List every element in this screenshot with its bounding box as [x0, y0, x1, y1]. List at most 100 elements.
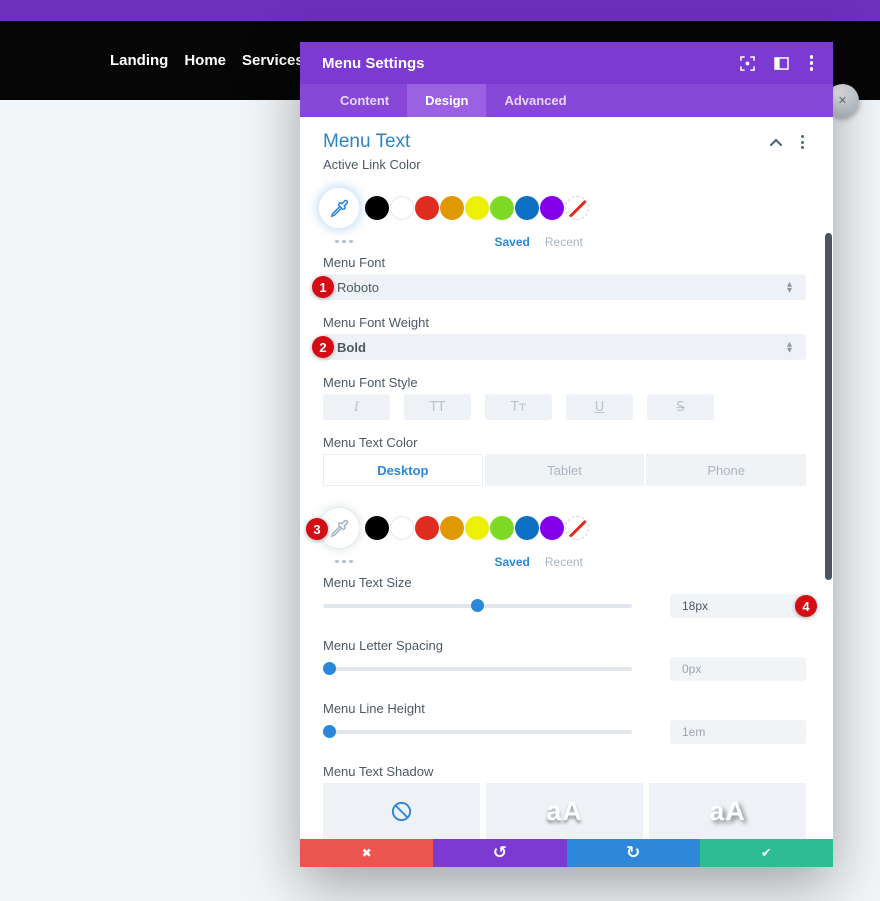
color-swatch[interactable] — [515, 516, 539, 540]
slider-handle[interactable] — [322, 662, 336, 675]
menu-font-weight-select[interactable]: 2 Bold ▲ ▼ — [312, 334, 806, 360]
modal-scrollbar[interactable] — [825, 233, 832, 580]
section-options-kebab-icon[interactable] — [799, 133, 806, 151]
shadow-soft-option[interactable]: aA — [486, 783, 643, 839]
menu-settings-modal: Menu Settings Content Design Advanced Me… — [300, 42, 833, 867]
slider-handle[interactable] — [322, 725, 336, 738]
slider-handle[interactable] — [471, 599, 484, 612]
menu-line-height-control: 1em — [322, 720, 806, 744]
menu-font-value: Roboto — [337, 279, 379, 295]
saved-colors-tab[interactable]: Saved — [494, 234, 530, 249]
no-color-swatch[interactable] — [565, 516, 589, 540]
undo-icon: ↺ — [492, 843, 507, 863]
menu-font-weight-label: Menu Font Weight — [323, 315, 429, 330]
color-meta-row: Saved Recent — [323, 553, 806, 570]
color-swatch[interactable] — [440, 516, 464, 540]
tab-design[interactable]: Design — [407, 84, 487, 117]
color-swatch[interactable] — [440, 196, 464, 220]
device-tab-desktop[interactable]: Desktop — [323, 454, 483, 486]
color-swatch[interactable] — [415, 196, 439, 220]
shadow-none-option[interactable] — [323, 783, 480, 839]
collapse-chevron-up-icon[interactable] — [769, 137, 783, 147]
color-swatch[interactable] — [365, 516, 389, 540]
color-swatch[interactable] — [365, 196, 389, 220]
more-options-dots-icon[interactable] — [335, 239, 353, 244]
step-badge-3: 3 — [306, 518, 328, 540]
menu-text-size-slider[interactable] — [323, 599, 632, 612]
menu-letter-spacing-slider[interactable] — [322, 662, 632, 675]
device-tab-phone[interactable]: Phone — [646, 454, 807, 486]
color-swatch[interactable] — [415, 516, 439, 540]
modal-body: Menu Text Active Link Color Saved — [300, 117, 833, 839]
menu-font-select[interactable]: 1 Roboto ▲ ▼ — [312, 274, 806, 300]
color-swatch[interactable] — [390, 516, 414, 540]
saved-colors-tab[interactable]: Saved — [494, 554, 530, 569]
select-arrows-icon: ▲ ▼ — [787, 280, 792, 294]
color-swatch[interactable] — [465, 516, 489, 540]
color-swatch[interactable] — [540, 516, 564, 540]
tab-advanced[interactable]: Advanced — [504, 93, 567, 108]
font-style-button-row: I TT Tᴛ U S — [323, 394, 806, 420]
device-tab-tablet[interactable]: Tablet — [484, 454, 645, 486]
recent-colors-tab[interactable]: Recent — [544, 234, 583, 249]
menu-font-label: Menu Font — [323, 255, 386, 270]
nav-link-services[interactable]: Services — [242, 52, 304, 69]
more-options-dots-icon[interactable] — [335, 559, 353, 564]
save-button[interactable]: ✔ — [699, 839, 833, 867]
menu-text-size-label: Menu Text Size — [323, 575, 412, 590]
italic-button[interactable]: I — [323, 394, 390, 420]
check-icon: ✔ — [760, 845, 772, 861]
menu-letter-spacing-input[interactable]: 0px — [670, 657, 806, 681]
no-color-swatch[interactable] — [565, 196, 589, 220]
split-view-icon[interactable] — [774, 55, 790, 71]
color-swatch[interactable] — [515, 196, 539, 220]
step-badge-1: 1 — [312, 276, 334, 298]
menu-text-color-row: 3 — [306, 506, 806, 550]
builder-top-bar — [0, 0, 880, 21]
color-swatch[interactable] — [540, 196, 564, 220]
snap-to-module-icon[interactable] — [740, 55, 756, 71]
nav-link-home[interactable]: Home — [184, 52, 227, 69]
nav-link-landing[interactable]: Landing — [110, 52, 169, 69]
color-swatch-row — [365, 196, 590, 220]
color-swatch[interactable] — [465, 196, 489, 220]
capitalize-button[interactable]: Tᴛ — [485, 394, 552, 420]
section-title: Menu Text — [323, 131, 411, 152]
eyedropper-icon[interactable] — [318, 187, 360, 229]
modal-menu-kebab-icon[interactable] — [808, 53, 816, 73]
color-swatch[interactable] — [490, 196, 514, 220]
device-tab-bar: Desktop Tablet Phone — [323, 454, 807, 486]
cancel-button[interactable]: ✖ — [300, 839, 434, 867]
eyedropper-icon[interactable]: 3 — [306, 507, 360, 549]
shadow-drop-option[interactable]: aA — [649, 783, 806, 839]
recent-colors-tab[interactable]: Recent — [544, 554, 583, 569]
menu-line-height-slider[interactable] — [322, 725, 632, 738]
menu-line-height-input[interactable]: 1em — [670, 720, 806, 744]
color-swatch[interactable] — [390, 196, 414, 220]
menu-text-size-input[interactable]: 18px 4 — [670, 594, 817, 618]
active-link-color-label: Active Link Color — [323, 157, 421, 172]
step-badge-2: 2 — [312, 336, 334, 358]
uppercase-button[interactable]: TT — [404, 394, 471, 420]
menu-letter-spacing-control: 0px — [322, 657, 806, 681]
redo-button[interactable]: ↻ — [566, 839, 700, 867]
modal-tab-bar: Content Design Advanced — [300, 84, 833, 117]
modal-header[interactable]: Menu Settings — [300, 42, 833, 84]
menu-text-size-control: 18px 4 — [323, 594, 817, 618]
menu-font-weight-value: Bold — [337, 339, 366, 355]
text-shadow-option-row: aA aA — [323, 783, 806, 839]
menu-font-style-label: Menu Font Style — [323, 375, 418, 390]
color-swatch-row — [365, 516, 590, 540]
strikethrough-button[interactable]: S — [647, 394, 714, 420]
menu-letter-spacing-label: Menu Letter Spacing — [323, 638, 443, 653]
active-link-color-row — [318, 186, 806, 230]
undo-button[interactable]: ↺ — [433, 839, 567, 867]
select-arrows-icon: ▲ ▼ — [787, 340, 792, 354]
underline-button[interactable]: U — [566, 394, 633, 420]
modal-title: Menu Settings — [322, 54, 425, 72]
modal-footer-bar: ✖ ↺ ↻ ✔ — [300, 839, 833, 867]
menu-text-color-label: Menu Text Color — [323, 435, 418, 450]
color-swatch[interactable] — [490, 516, 514, 540]
tab-content[interactable]: Content — [340, 93, 390, 108]
menu-line-height-label: Menu Line Height — [323, 701, 425, 716]
